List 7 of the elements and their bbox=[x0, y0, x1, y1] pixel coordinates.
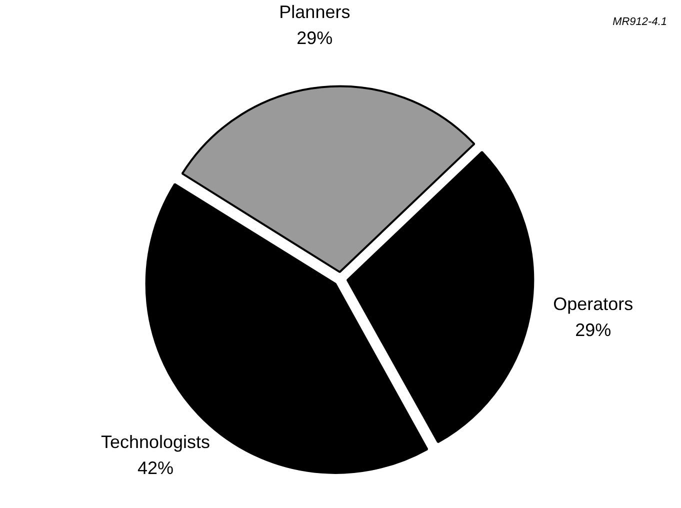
data-label: 29% bbox=[575, 320, 612, 340]
slice-label: Planners bbox=[279, 2, 350, 22]
slice-label: Technologists bbox=[100, 432, 210, 452]
slice-label: Operators bbox=[553, 294, 634, 314]
data-label: 42% bbox=[137, 458, 174, 478]
text: MR912-4.1 bbox=[612, 16, 667, 28]
data-label: 29% bbox=[296, 28, 333, 48]
